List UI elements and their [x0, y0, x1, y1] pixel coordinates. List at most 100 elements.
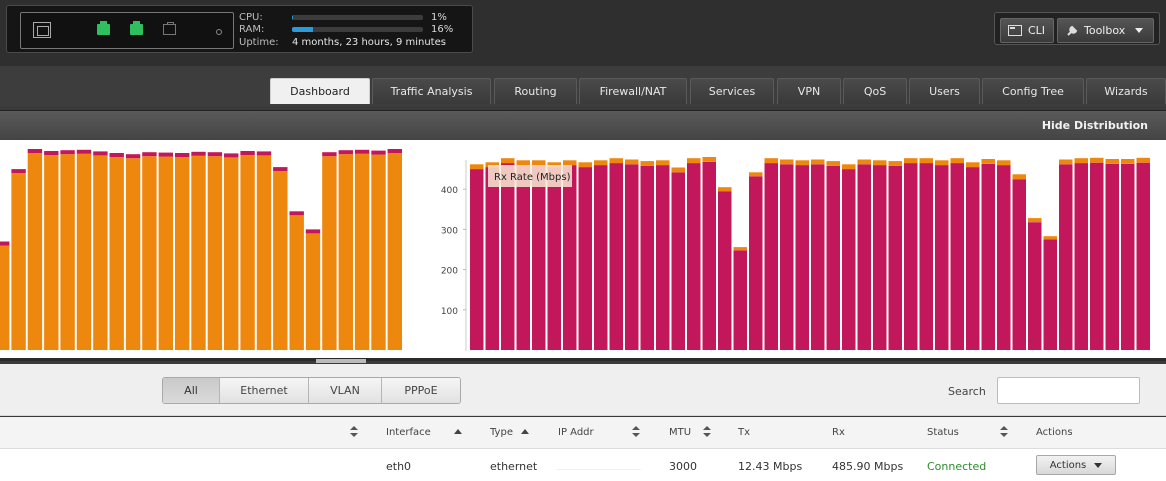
chart-bar-segment [387, 153, 402, 350]
main-tabs: Dashboard Traffic Analysis Routing Firew… [0, 66, 1166, 106]
chart-bar-segment [142, 156, 157, 350]
chart-bar-segment [142, 152, 157, 157]
search-label: Search [948, 385, 986, 398]
tx-cell: 12.43 Mbps [738, 460, 803, 473]
chart-bar-segment [718, 191, 732, 350]
chart-bar-segment [109, 157, 124, 350]
filter-all-button[interactable]: All [163, 378, 220, 403]
sort-icon[interactable] [632, 426, 640, 438]
toolbox-button[interactable]: Toolbox [1057, 18, 1154, 43]
table-row[interactable]: eth0 ethernet 3000 12.43 Mbps 485.90 Mbp… [0, 449, 1166, 481]
chart-bar-segment [76, 149, 92, 154]
column-header-status[interactable]: Status [927, 427, 959, 438]
uptime-label: Uptime: [239, 37, 279, 48]
tab-traffic-analysis[interactable]: Traffic Analysis [372, 78, 491, 104]
sort-icon[interactable] [350, 426, 358, 438]
sort-ascending-icon[interactable] [521, 429, 529, 434]
ethernet-port-icon[interactable] [33, 22, 51, 38]
tab-firewall-nat[interactable]: Firewall/NAT [579, 78, 687, 104]
hide-distribution-link[interactable]: Hide Distribution [1041, 119, 1148, 132]
chart-bar-segment [371, 150, 386, 155]
tab-dashboard[interactable]: Dashboard [270, 78, 370, 104]
chart-bar-segment [109, 153, 124, 157]
chart-bar-segment [1105, 159, 1119, 164]
chart-bar-segment [873, 160, 887, 166]
tab-qos[interactable]: QoS [843, 78, 907, 104]
column-header-ip-addr[interactable]: IP Addr [558, 427, 594, 438]
tab-config-tree[interactable]: Config Tree [982, 78, 1084, 104]
chart-bar-segment [322, 152, 337, 157]
y-tick-label: 200 [441, 267, 458, 277]
column-header-interface[interactable]: Interface [386, 427, 431, 438]
chart-bar-segment [919, 158, 933, 163]
cli-button[interactable]: CLI [1000, 18, 1054, 43]
chart-bar-segment [1121, 163, 1135, 350]
ethernet-port-up-icon[interactable] [130, 21, 143, 35]
chart-bar-segment [966, 167, 980, 350]
chart-bar-segment [749, 176, 763, 350]
chart-bar-segment [240, 155, 255, 350]
ethernet-port-up-icon[interactable] [97, 21, 110, 35]
chart-bar-segment [904, 163, 918, 350]
chevron-down-icon [1135, 28, 1144, 33]
chart-bar-segment [826, 161, 840, 166]
chart-bar-segment [1012, 179, 1026, 350]
distribution-header: Hide Distribution [0, 110, 1166, 140]
tab-users[interactable]: Users [909, 78, 980, 104]
chart-bar-segment [671, 167, 685, 173]
chart-bar-segment [811, 164, 825, 350]
chart-bar-segment [547, 167, 561, 350]
column-header-rx[interactable]: Rx [832, 427, 845, 438]
chart-bar-segment [125, 158, 141, 350]
chart-bar-segment [532, 165, 546, 350]
column-header-type[interactable]: Type [490, 427, 513, 438]
chart-bar-segment [338, 150, 353, 155]
chart-bar-segment [1059, 159, 1073, 165]
tab-routing[interactable]: Routing [494, 78, 577, 104]
chart-bar-segment [640, 165, 654, 350]
chart-bar-segment [671, 172, 685, 350]
chart-bar-segment [470, 164, 484, 170]
filter-ethernet-button[interactable]: Ethernet [220, 378, 309, 403]
chart-resize-handle[interactable] [316, 359, 366, 363]
sort-icon[interactable] [1000, 426, 1008, 438]
chart-bar-segment [1074, 163, 1088, 350]
chart-bar-segment [354, 153, 370, 350]
row-actions-button[interactable]: Actions [1036, 455, 1116, 475]
filter-vlan-button[interactable]: VLAN [309, 378, 382, 403]
chart-bar-segment [547, 162, 561, 168]
chart-bar-segment [997, 160, 1011, 166]
chart-bar-segment [60, 150, 75, 155]
column-header-tx[interactable]: Tx [738, 427, 751, 438]
interfaces-table-header: Interface Type IP Addr MTU Tx Rx Status … [0, 417, 1166, 449]
ram-value: 16% [431, 24, 454, 35]
ethernet-port-down-icon[interactable] [163, 22, 176, 35]
chart-bar-segment [578, 162, 592, 168]
chart-bar-segment [749, 172, 763, 177]
filter-pppoe-button[interactable]: PPPoE [382, 378, 460, 403]
search-input[interactable] [997, 377, 1140, 404]
chart-bar-segment [795, 165, 809, 350]
tab-vpn[interactable]: VPN [777, 78, 841, 104]
tab-services[interactable]: Services [690, 78, 774, 104]
chart-bar-segment [625, 159, 639, 165]
traffic-distribution-charts: 100 200 300 400 Rx Rate (Mbps) [0, 140, 1166, 361]
chart-bar-segment [76, 153, 92, 350]
type-cell: ethernet [490, 460, 538, 473]
chart-bar-segment [1012, 174, 1026, 180]
chart-bar-segment [780, 164, 794, 350]
chart-bar-segment [811, 159, 825, 165]
sort-ascending-icon[interactable] [454, 429, 462, 434]
ram-meter-fill [292, 27, 313, 32]
sort-icon[interactable] [703, 426, 711, 438]
chart-bar-segment [1090, 162, 1104, 350]
chart-bar-segment [27, 153, 43, 350]
tab-wizards[interactable]: Wizards [1086, 78, 1166, 104]
chart-bar-segment [158, 152, 173, 157]
chart-bar-segment [191, 151, 206, 156]
chart-bar-segment [256, 155, 272, 350]
chart-bar-segment [594, 160, 608, 166]
column-header-mtu[interactable]: MTU [669, 427, 692, 438]
ip-address-redacted [556, 460, 641, 470]
chart-bar-segment [873, 165, 887, 350]
